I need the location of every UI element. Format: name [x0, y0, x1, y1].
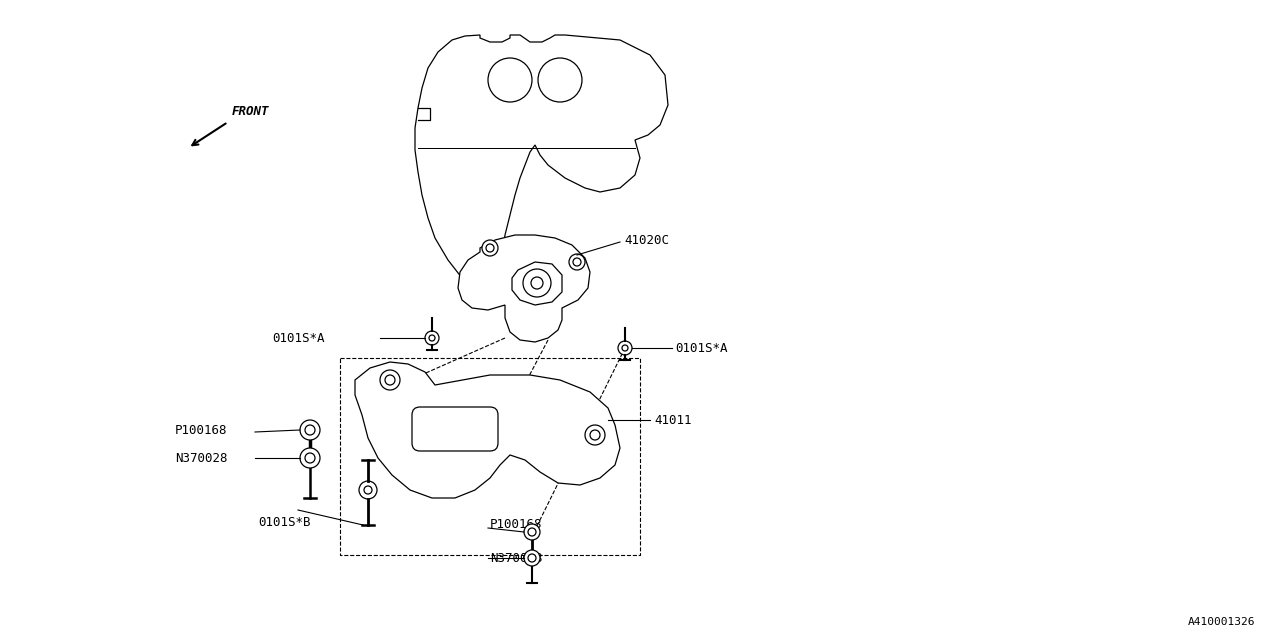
Text: 0101S*A: 0101S*A	[675, 342, 727, 355]
Text: N370028: N370028	[175, 451, 228, 465]
Circle shape	[380, 370, 399, 390]
Text: 0101S*B: 0101S*B	[259, 515, 311, 529]
Circle shape	[531, 277, 543, 289]
FancyBboxPatch shape	[412, 407, 498, 451]
Circle shape	[483, 240, 498, 256]
Polygon shape	[415, 35, 668, 305]
Text: 0101S*A: 0101S*A	[273, 332, 325, 344]
Circle shape	[618, 341, 632, 355]
Text: N370028: N370028	[490, 552, 543, 564]
Circle shape	[425, 331, 439, 345]
Circle shape	[573, 258, 581, 266]
Circle shape	[429, 335, 435, 341]
Text: 41011: 41011	[654, 413, 691, 426]
Circle shape	[305, 453, 315, 463]
Circle shape	[300, 420, 320, 440]
Text: 41020C: 41020C	[625, 234, 669, 246]
Circle shape	[300, 448, 320, 468]
Circle shape	[529, 528, 536, 536]
Circle shape	[524, 550, 540, 566]
Circle shape	[385, 375, 396, 385]
Circle shape	[488, 58, 532, 102]
Circle shape	[622, 345, 628, 351]
Circle shape	[305, 425, 315, 435]
Polygon shape	[355, 362, 620, 498]
Circle shape	[585, 425, 605, 445]
Polygon shape	[512, 262, 562, 305]
Text: P100168: P100168	[490, 518, 543, 531]
Polygon shape	[458, 235, 590, 342]
Circle shape	[524, 524, 540, 540]
Text: FRONT: FRONT	[232, 105, 270, 118]
Circle shape	[529, 554, 536, 562]
Circle shape	[524, 269, 550, 297]
Circle shape	[570, 254, 585, 270]
Text: A410001326: A410001326	[1188, 617, 1254, 627]
Text: P100168: P100168	[175, 424, 228, 436]
Circle shape	[364, 486, 372, 494]
Circle shape	[358, 481, 378, 499]
Circle shape	[538, 58, 582, 102]
Circle shape	[590, 430, 600, 440]
Circle shape	[486, 244, 494, 252]
